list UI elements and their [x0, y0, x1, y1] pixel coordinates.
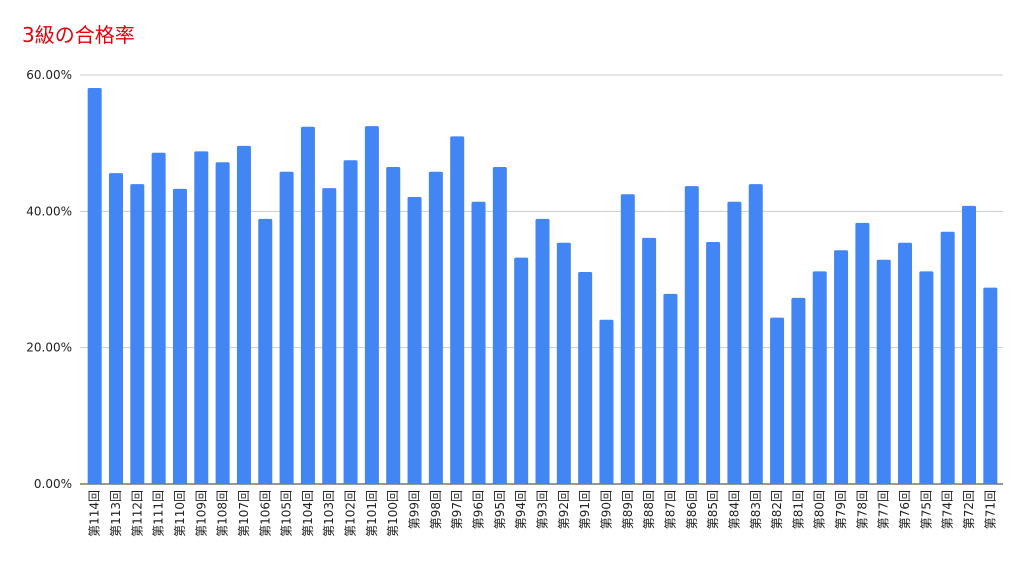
x-tick-label: 第87回 — [663, 490, 677, 529]
bar — [130, 184, 145, 485]
x-tick-label: 第82回 — [770, 490, 784, 529]
x-tick-label: 第88回 — [642, 490, 656, 529]
bar — [940, 231, 955, 484]
bar — [215, 162, 230, 484]
x-tick-label: 第103回 — [322, 490, 336, 537]
x-tick-label: 第105回 — [280, 490, 294, 537]
x-tick-label: 第74回 — [941, 490, 955, 529]
bar — [556, 242, 571, 484]
x-tick-label: 第89回 — [621, 490, 635, 529]
bar — [236, 145, 251, 485]
bar — [386, 167, 401, 484]
x-tick-label: 第95回 — [493, 490, 507, 529]
x-tick-label: 第71回 — [983, 490, 997, 529]
x-tick-label: 第85回 — [706, 490, 720, 529]
chart-title: 3級の合格率 — [22, 23, 135, 47]
bar — [983, 287, 998, 484]
bar — [535, 218, 550, 484]
bar — [108, 173, 123, 484]
bar — [706, 242, 721, 484]
bar — [514, 257, 529, 484]
bar — [258, 218, 273, 484]
x-tick-label: 第104回 — [301, 490, 315, 537]
x-tick-label: 第75回 — [919, 490, 933, 529]
x-tick-label: 第72回 — [962, 490, 976, 529]
bar — [620, 194, 635, 484]
x-tick-label: 第84回 — [727, 490, 741, 529]
x-tick-label: 第102回 — [344, 490, 358, 537]
bar — [194, 151, 209, 484]
y-tick-label: 40.00% — [26, 204, 72, 218]
bar — [898, 242, 913, 484]
x-tick-label: 第83回 — [749, 490, 763, 529]
bar — [428, 171, 443, 484]
x-tick-label: 第109回 — [194, 490, 208, 537]
bar — [471, 201, 486, 485]
x-tick-label: 第90回 — [599, 490, 613, 529]
x-tick-label: 第81回 — [791, 490, 805, 529]
x-tick-label: 第78回 — [855, 490, 869, 529]
x-tick-label: 第97回 — [450, 490, 464, 529]
x-tick-label: 第114回 — [88, 490, 102, 537]
bar — [642, 237, 657, 484]
bar — [770, 317, 785, 484]
bar — [663, 293, 678, 484]
x-tick-label: 第99回 — [408, 490, 422, 529]
bar — [450, 136, 465, 484]
bar — [962, 205, 977, 484]
bar — [727, 201, 742, 485]
x-tick-label: 第91回 — [578, 490, 592, 529]
x-tick-label: 第96回 — [472, 490, 486, 529]
x-tick-label: 第107回 — [237, 490, 251, 537]
x-tick-label: 第108回 — [216, 490, 230, 537]
bar — [578, 272, 593, 484]
bar — [322, 188, 337, 484]
bar — [834, 250, 849, 484]
bar — [407, 197, 422, 485]
bar — [151, 152, 166, 484]
x-tick-label: 第92回 — [557, 490, 571, 529]
x-tick-label: 第112回 — [130, 490, 144, 537]
x-tick-label: 第111回 — [152, 490, 166, 537]
bar — [599, 319, 614, 484]
bar — [855, 222, 870, 484]
x-tick-label: 第77回 — [877, 490, 891, 529]
bar — [300, 126, 315, 484]
bar — [791, 297, 806, 484]
x-tick-label: 第86回 — [685, 490, 699, 529]
bar — [87, 87, 102, 485]
x-tick-label: 第79回 — [834, 490, 848, 529]
bar — [748, 184, 763, 485]
bar — [876, 259, 891, 484]
x-tick-label: 第100回 — [386, 490, 400, 537]
x-tick-label: 第93回 — [536, 490, 550, 529]
bar — [684, 186, 699, 484]
y-tick-label: 0.00% — [34, 477, 72, 491]
x-tick-label: 第80回 — [813, 490, 827, 529]
x-tick-label: 第98回 — [429, 490, 443, 529]
x-tick-label: 第101回 — [365, 490, 379, 537]
bar — [343, 160, 358, 485]
x-tick-label: 第106回 — [258, 490, 272, 537]
bar — [812, 271, 827, 484]
y-tick-label: 60.00% — [26, 68, 72, 82]
x-tick-label: 第94回 — [514, 490, 528, 529]
y-tick-label: 20.00% — [26, 341, 72, 355]
bar — [279, 171, 294, 484]
bar — [919, 271, 934, 484]
bar — [172, 188, 187, 485]
x-tick-label: 第110回 — [173, 490, 187, 537]
bar — [364, 126, 379, 484]
x-tick-label: 第113回 — [109, 490, 123, 537]
x-tick-label: 第76回 — [898, 490, 912, 529]
bar — [492, 167, 507, 484]
